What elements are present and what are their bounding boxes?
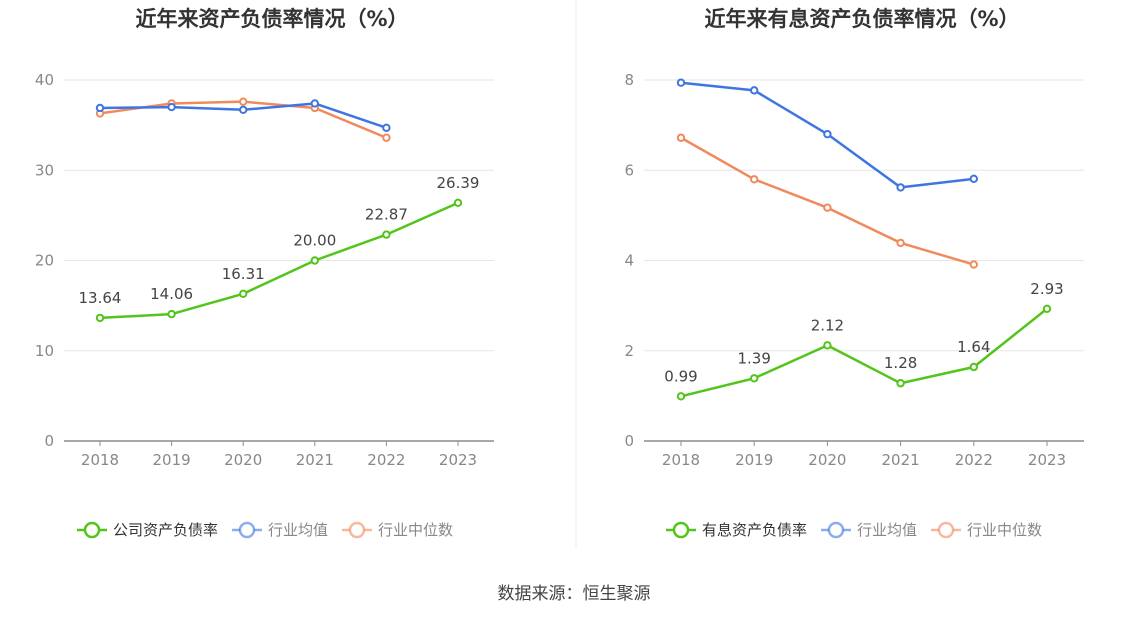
legend-marker-circle bbox=[939, 523, 953, 537]
y-tick-label: 8 bbox=[624, 71, 634, 89]
x-tick-label: 2021 bbox=[882, 451, 920, 469]
legend-item: 行业均值 bbox=[232, 521, 328, 539]
data-label: 26.39 bbox=[437, 174, 480, 192]
series-line bbox=[681, 309, 1047, 397]
legend-item: 行业中位数 bbox=[342, 521, 453, 539]
data-label: 22.87 bbox=[365, 206, 408, 224]
data-point bbox=[168, 104, 174, 110]
y-tick-label: 10 bbox=[35, 342, 54, 360]
legend-marker-circle bbox=[350, 523, 364, 537]
x-tick-label: 2020 bbox=[808, 451, 846, 469]
legend-item: 行业均值 bbox=[821, 521, 917, 539]
data-point bbox=[97, 315, 103, 321]
data-point bbox=[678, 135, 684, 141]
data-point bbox=[312, 257, 318, 263]
data-label: 2.93 bbox=[1030, 280, 1063, 298]
data-label: 2.12 bbox=[811, 316, 844, 334]
data-point bbox=[1044, 306, 1050, 312]
x-tick-label: 2020 bbox=[224, 451, 262, 469]
data-point bbox=[971, 364, 977, 370]
x-tick-label: 2022 bbox=[955, 451, 993, 469]
data-source-note: 数据来源：恒生聚源 bbox=[0, 579, 1148, 604]
x-tick-label: 2019 bbox=[735, 451, 773, 469]
data-point bbox=[168, 311, 174, 317]
data-point bbox=[971, 261, 977, 267]
x-tick-label: 2019 bbox=[153, 451, 191, 469]
data-point bbox=[455, 200, 461, 206]
data-point bbox=[383, 125, 389, 131]
data-point bbox=[240, 107, 246, 113]
y-tick-label: 40 bbox=[35, 71, 54, 89]
legend-item: 公司资产负债率 bbox=[77, 521, 218, 539]
x-tick-label: 2018 bbox=[81, 451, 119, 469]
y-tick-label: 30 bbox=[35, 161, 54, 179]
data-point bbox=[383, 231, 389, 237]
data-point bbox=[240, 291, 246, 297]
data-label: 1.39 bbox=[737, 349, 770, 367]
data-label: 1.28 bbox=[884, 354, 917, 372]
data-point bbox=[751, 87, 757, 93]
y-tick-label: 6 bbox=[624, 161, 634, 179]
series-line bbox=[681, 138, 974, 265]
x-tick-label: 2023 bbox=[439, 451, 477, 469]
x-tick-label: 2021 bbox=[296, 451, 334, 469]
data-point bbox=[751, 176, 757, 182]
data-label: 13.64 bbox=[79, 289, 122, 307]
data-point bbox=[312, 100, 318, 106]
data-point bbox=[971, 176, 977, 182]
y-tick-label: 0 bbox=[44, 432, 54, 450]
data-point bbox=[383, 135, 389, 141]
data-label: 16.31 bbox=[222, 265, 265, 283]
data-point bbox=[678, 393, 684, 399]
chart-panel-2: 近年来有息资产负债率情况（%） 0 2 4 6 8 2018 2019 2020 2021 2022… bbox=[624, 7, 1084, 539]
legend-item: 行业中位数 bbox=[931, 521, 1042, 539]
legend-label: 公司资产负债率 bbox=[113, 521, 218, 539]
data-point bbox=[751, 375, 757, 381]
data-point bbox=[897, 184, 903, 190]
data-label: 0.99 bbox=[664, 367, 697, 385]
data-point bbox=[824, 131, 830, 137]
data-point bbox=[897, 240, 903, 246]
legend-marker-circle bbox=[85, 523, 99, 537]
y-tick-label: 2 bbox=[624, 342, 634, 360]
x-tick-label: 2023 bbox=[1028, 451, 1066, 469]
data-point bbox=[897, 380, 903, 386]
data-point bbox=[678, 80, 684, 86]
chart-canvas: 近年来资产负债率情况（%）0102030402018 2019 2020 2021 20… bbox=[0, 0, 1148, 619]
x-tick-label: 2018 bbox=[662, 451, 700, 469]
chart-panel-1: 近年来资产负债率情况（%） 0 10 20 30 40 2018 2019 2020 2021 20… bbox=[35, 7, 494, 539]
y-tick-label: 0 bbox=[624, 432, 634, 450]
data-label: 1.64 bbox=[957, 338, 990, 356]
legend-item: 有息资产负债率 bbox=[666, 521, 807, 539]
data-point bbox=[824, 205, 830, 211]
data-label: 14.06 bbox=[150, 285, 193, 303]
legend-marker-circle bbox=[829, 523, 843, 537]
chart-title: 近年来有息资产负债率情况（%） bbox=[704, 7, 1019, 31]
legend-marker-circle bbox=[240, 523, 254, 537]
y-tick-label: 4 bbox=[624, 252, 634, 270]
legend-label: 有息资产负债率 bbox=[702, 521, 807, 539]
legend-label: 行业均值 bbox=[857, 521, 917, 539]
legend-marker-circle bbox=[674, 523, 688, 537]
data-point bbox=[240, 98, 246, 104]
legend-label: 行业中位数 bbox=[378, 521, 453, 539]
data-point bbox=[824, 342, 830, 348]
y-tick-label: 20 bbox=[35, 252, 54, 270]
chart-title: 近年来资产负债率情况（%） bbox=[135, 7, 408, 31]
data-label: 20.00 bbox=[293, 232, 336, 250]
data-point bbox=[97, 105, 103, 111]
x-tick-label: 2022 bbox=[367, 451, 405, 469]
legend-label: 行业均值 bbox=[268, 521, 328, 539]
legend-label: 行业中位数 bbox=[967, 521, 1042, 539]
